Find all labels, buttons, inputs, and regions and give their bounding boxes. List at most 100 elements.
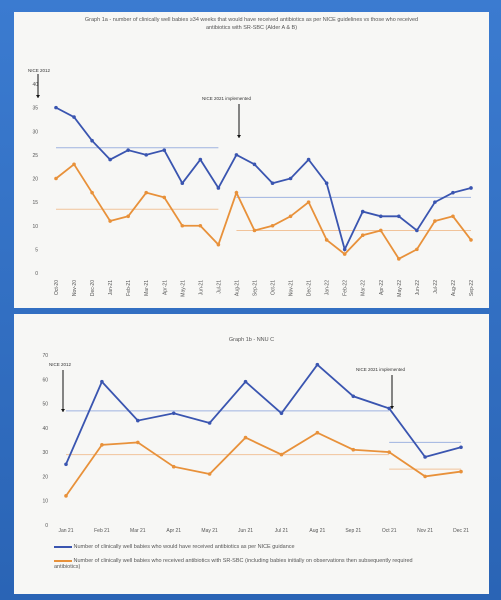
data-point: [198, 157, 203, 162]
x-tick-label: Jul-22: [433, 280, 439, 294]
x-tick-label: Nov-20: [72, 280, 78, 296]
data-point: [126, 214, 130, 219]
x-tick-label: Feb-22: [343, 280, 349, 296]
y-tick-label: 50: [42, 402, 48, 408]
y-tick-label: 35: [32, 106, 38, 112]
data-point: [378, 228, 383, 233]
data-point: [360, 209, 365, 214]
annotation-arrowhead: [61, 409, 65, 412]
y-tick-label: 0: [35, 271, 38, 277]
data-point: [136, 418, 140, 423]
x-tick-label: Apr-21: [162, 280, 168, 295]
data-point: [415, 228, 419, 233]
data-point: [279, 411, 284, 416]
data-point: [288, 176, 293, 181]
y-tick-label: 25: [32, 153, 38, 159]
x-tick-label: May-22: [397, 280, 403, 297]
x-tick-label: Apr-22: [379, 280, 385, 295]
x-tick-label: Mar-22: [361, 280, 367, 296]
data-point: [234, 153, 239, 157]
data-point: [469, 238, 473, 242]
data-point: [180, 223, 185, 228]
data-point: [64, 494, 68, 498]
y-tick-label: 30: [42, 450, 48, 456]
data-point: [324, 181, 329, 186]
data-point: [216, 242, 221, 247]
y-tick-label: 40: [32, 82, 38, 88]
annotation-arrowhead: [237, 135, 241, 138]
data-point: [387, 406, 391, 411]
x-tick-label: Dec-20: [90, 280, 96, 296]
x-tick-label: Sep-22: [469, 280, 475, 296]
y-tick-label: 10: [32, 224, 38, 230]
series-line-0: [55, 106, 472, 252]
data-point: [162, 195, 167, 200]
annotation-arrowhead: [36, 95, 40, 98]
x-tick-label: Feb-21: [126, 280, 132, 296]
data-point: [360, 233, 365, 237]
data-point: [171, 411, 176, 416]
x-tick-label: Dec 21: [453, 528, 469, 534]
data-point: [270, 181, 275, 186]
data-point: [100, 379, 104, 384]
y-tick-label: 60: [42, 377, 48, 383]
x-tick-label: Nov-21: [289, 280, 295, 296]
y-tick-label: 10: [42, 499, 48, 505]
legend-item-orange: Number of clinically well babies who rec…: [54, 558, 434, 570]
data-point: [459, 469, 463, 474]
data-point: [451, 190, 455, 195]
data-point: [459, 445, 463, 450]
data-point: [306, 157, 311, 162]
x-tick-label: Aug-22: [451, 280, 457, 296]
graph-1a-title: Graph 1a - number of clinically well bab…: [84, 17, 419, 31]
x-tick-label: May 21: [201, 528, 218, 534]
data-point: [397, 214, 401, 219]
data-point: [54, 105, 58, 110]
x-tick-label: Mar-21: [144, 280, 150, 296]
x-tick-label: Oct-21: [271, 280, 277, 295]
data-point: [351, 447, 356, 452]
data-point: [100, 443, 104, 447]
data-point: [180, 181, 185, 186]
x-tick-label: Aug-21: [234, 280, 240, 296]
x-tick-label: Jan-21: [108, 280, 114, 296]
data-point: [171, 464, 176, 469]
data-point: [378, 214, 383, 219]
x-tick-label: Sep 21: [345, 528, 361, 534]
data-point: [324, 238, 329, 242]
data-point: [216, 186, 221, 190]
graph-1a-chart: 0 5 10 15 20 25 30 35 40 Oct-20 Nov-20 Dec-20 Jan-21…: [28, 68, 475, 297]
x-tick-label: Feb 21: [94, 528, 110, 534]
data-point: [279, 452, 284, 457]
x-tick-label: Jul 21: [275, 528, 289, 534]
data-point: [342, 247, 347, 252]
y-tick-label: 40: [42, 426, 48, 432]
data-point: [108, 157, 112, 162]
data-point: [162, 148, 167, 152]
data-point: [306, 200, 311, 204]
data-point: [315, 430, 320, 435]
data-point: [144, 190, 149, 195]
series-line-1: [65, 431, 462, 497]
data-point: [423, 474, 427, 479]
annotation-nice-2012: NICE 2012: [28, 68, 51, 73]
data-point: [270, 223, 275, 228]
data-point: [415, 247, 419, 252]
annotation-nice-2012: NICE 2012: [49, 362, 72, 367]
y-tick-label: 30: [32, 129, 38, 135]
x-tick-label: Sep-21: [252, 280, 258, 296]
series-line-1: [55, 163, 472, 261]
x-tick-label: Oct-20: [54, 280, 60, 295]
x-tick-label: Jul-21: [216, 280, 222, 294]
graph-1b-panel: Graph 1b - NNU C 0 10 20 30 40 50 60 70 Jan 21 Fe…: [14, 314, 489, 594]
data-point: [72, 162, 76, 167]
data-point: [423, 455, 427, 459]
legend-swatch-blue: [54, 545, 72, 548]
annotation-nice-2021: NICE 2021 implemented: [202, 96, 252, 101]
x-tick-label: Nov 21: [417, 528, 433, 534]
data-point: [136, 440, 140, 445]
data-point: [252, 162, 257, 167]
legend-label-orange: Number of clinically well babies who rec…: [54, 558, 413, 570]
x-tick-label: Dec-21: [307, 280, 313, 296]
data-point: [288, 214, 293, 219]
